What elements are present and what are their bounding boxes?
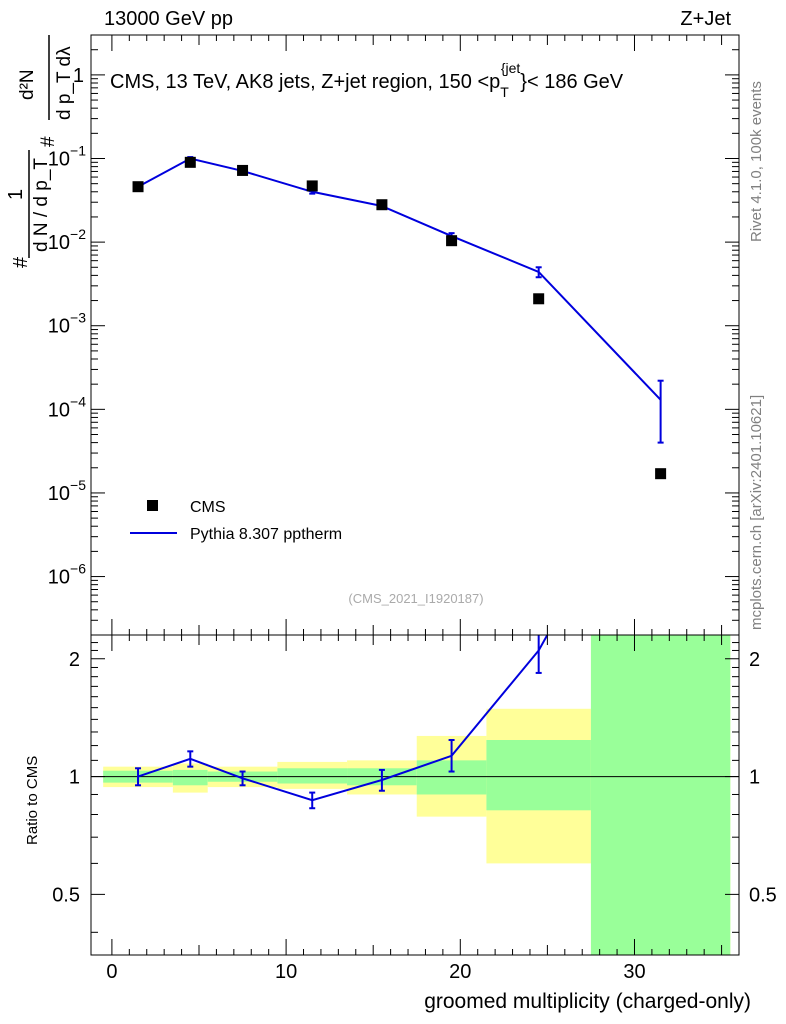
main-axis-ticks xyxy=(91,34,739,636)
ratio-frame xyxy=(90,634,740,956)
ylabel-denominator: d N / d p_T xyxy=(31,158,52,252)
cms-data-point xyxy=(533,293,545,305)
y-tick-label: 1 xyxy=(73,65,84,87)
x-tick-label: 20 xyxy=(449,961,471,983)
legend: CMS Pythia 8.307 pptherm xyxy=(130,499,342,543)
mcplots-label: mcplots.cern.ch [arXiv:2401.10621] xyxy=(748,395,765,630)
ylabel-numerator: d²N xyxy=(17,69,38,100)
x-tick-label: 10 xyxy=(275,961,297,983)
main-y-tick-labels: 10−6 10−5 10−4 10−3 10−2 10−1 1 xyxy=(48,65,86,589)
rivet-label: Rivet 4.1.0, 100k events xyxy=(748,81,765,242)
ylabel-lead: # xyxy=(10,256,32,268)
analysis-watermark: (CMS_2021_I1920187) xyxy=(348,591,483,606)
pythia-line xyxy=(137,157,662,401)
ratio-band-green xyxy=(277,768,348,784)
y-tick-label: 10−5 xyxy=(48,477,86,505)
x-tick-label: 30 xyxy=(623,961,645,983)
cms-data-point xyxy=(376,199,388,211)
main-y-axis-label: # 1 d N / d p_T # d²N d p_T dλ xyxy=(5,35,75,268)
ratio-band-green xyxy=(172,769,208,786)
cms-data-point xyxy=(132,181,144,193)
ratio-y-tick-label-right: 1 xyxy=(749,767,760,789)
x-tick-label: 0 xyxy=(106,961,117,983)
ratio-y-tick-label-left: 2 xyxy=(69,649,80,671)
header-process: 13000 GeV pp xyxy=(104,8,233,30)
chart-title: CMS, 13 TeV, AK8 jets, Z+jet region, 150… xyxy=(110,60,624,100)
cms-data-point xyxy=(237,164,249,176)
y-tick-label: 10−6 xyxy=(48,561,86,589)
y-tick-label: 10−1 xyxy=(48,143,86,171)
ratio-y-axis-label: Ratio to CMS xyxy=(24,756,41,845)
ratio-panel: 0.5 0.5 1 1 2 2 0 10 20 30 xyxy=(52,634,777,983)
ratio-y-tick-label-left: 0.5 xyxy=(52,884,80,906)
x-axis-label: groomed multiplicity (charged-only) xyxy=(424,990,751,1013)
main-frame xyxy=(90,34,740,636)
ratio-series-group xyxy=(135,635,549,810)
ratio-series xyxy=(135,635,549,810)
ratio-axis-ticks xyxy=(91,635,739,955)
legend-cms-label: CMS xyxy=(190,499,226,516)
ratio-y-tick-labels: 0.5 0.5 1 1 2 2 xyxy=(52,649,777,907)
ratio-y-tick-label-right: 2 xyxy=(749,649,760,671)
ratio-y-tick-label-left: 1 xyxy=(69,767,80,789)
x-tick-labels: 0 10 20 30 xyxy=(106,961,645,983)
ratio-band-green xyxy=(590,635,731,955)
y-tick-label: 10−4 xyxy=(48,393,86,421)
main-panel: 10−6 10−5 10−4 10−3 10−2 10−1 1 xyxy=(48,34,740,636)
cms-data-point xyxy=(446,235,458,247)
ylabel-end: d p_T dλ xyxy=(54,46,75,120)
cms-data-point xyxy=(306,180,318,192)
header-channel: Z+Jet xyxy=(680,8,731,30)
ratio-line xyxy=(137,635,549,802)
y-tick-label: 10−3 xyxy=(48,310,86,338)
main-series xyxy=(132,156,667,480)
legend-pythia-label: Pythia 8.307 pptherm xyxy=(190,526,342,543)
ratio-y-tick-label-right: 0.5 xyxy=(749,884,777,906)
ratio-uncertainty-bands xyxy=(103,635,731,955)
cms-data-point xyxy=(184,156,196,168)
ratio-band-green xyxy=(486,740,591,811)
legend-cms-marker xyxy=(147,500,158,511)
cms-data-point xyxy=(655,468,667,480)
y-tick-label: 10−2 xyxy=(48,226,86,254)
ylabel-one: 1 xyxy=(5,189,27,200)
ylabel-mid: # xyxy=(38,136,59,147)
